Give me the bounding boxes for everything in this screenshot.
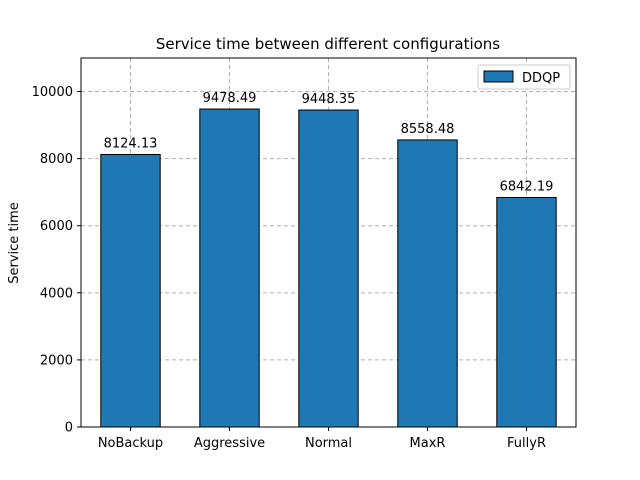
x-tick-label: Aggressive bbox=[194, 436, 265, 451]
y-tick-label: 2000 bbox=[40, 353, 73, 368]
data-label: 9478.49 bbox=[203, 91, 257, 106]
bar-normal bbox=[298, 109, 359, 428]
data-label: 9448.35 bbox=[302, 92, 356, 107]
x-tick-label: FullyR bbox=[507, 436, 546, 451]
x-tick-label: NoBackup bbox=[98, 436, 163, 451]
bar-nobackup bbox=[100, 153, 161, 428]
y-tick-label: 4000 bbox=[40, 286, 73, 301]
y-tick-label: 10000 bbox=[32, 85, 73, 100]
legend-swatch bbox=[483, 70, 514, 83]
x-tick-label: MaxR bbox=[410, 436, 446, 451]
data-label: 6842.19 bbox=[500, 179, 554, 194]
legend: DDQP bbox=[477, 64, 571, 90]
bar-maxr bbox=[397, 139, 458, 428]
data-label: 8124.13 bbox=[104, 136, 158, 151]
y-tick-label: 6000 bbox=[40, 219, 73, 234]
bar-fullyr bbox=[496, 196, 557, 428]
y-tick-label: 8000 bbox=[40, 152, 73, 167]
chart-title: Service time between different configura… bbox=[156, 35, 500, 53]
bars bbox=[100, 108, 557, 428]
bar-aggressive bbox=[199, 108, 260, 428]
data-labels: 8124.13 9478.49 9448.35 8558.48 6842.19 bbox=[104, 91, 554, 194]
legend-label: DDQP bbox=[522, 71, 560, 86]
y-tick-label: 0 bbox=[65, 421, 73, 436]
x-tick-label: Normal bbox=[305, 436, 352, 451]
axis-ticks: 0 2000 4000 6000 8000 10000 NoBackup Aggressive… bbox=[32, 85, 546, 451]
y-axis-label: Service time bbox=[7, 202, 22, 284]
data-label: 8558.48 bbox=[401, 122, 455, 137]
